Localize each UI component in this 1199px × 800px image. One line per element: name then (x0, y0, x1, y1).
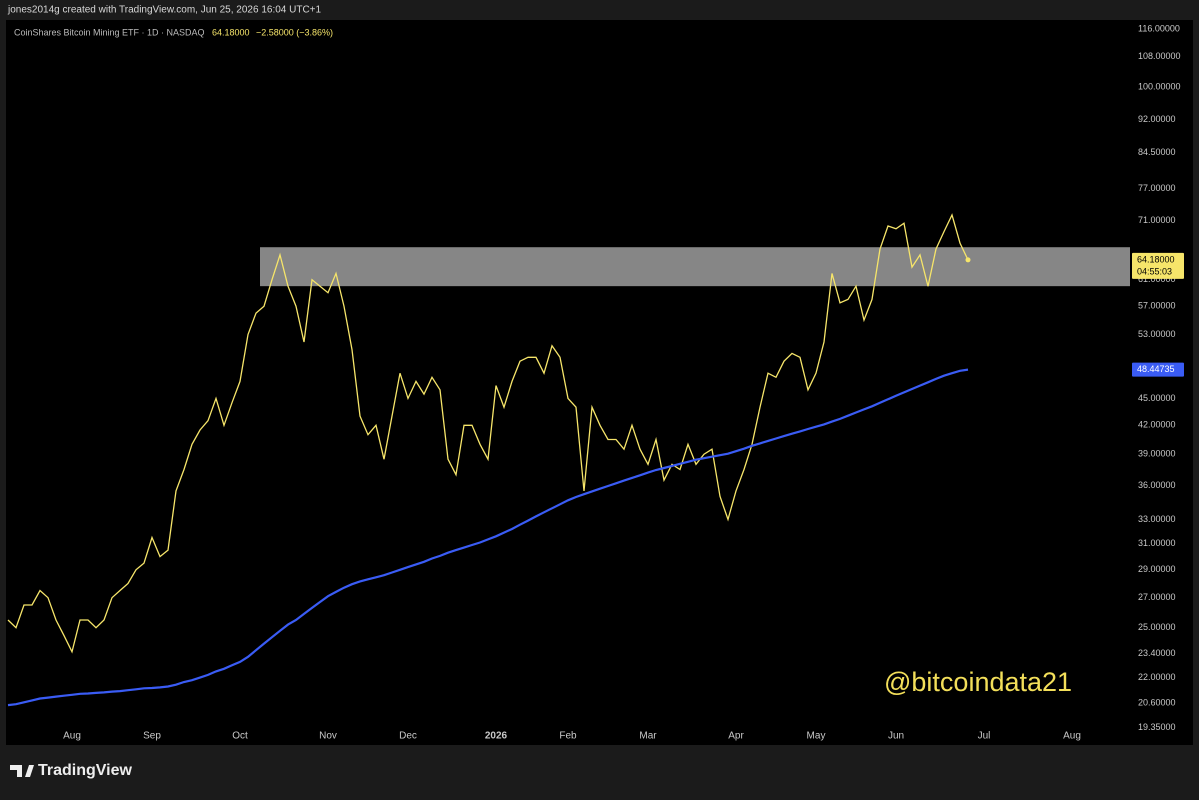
logo-icon (10, 765, 34, 777)
x-tick-label: Jun (888, 731, 904, 742)
x-tick-label: Mar (639, 731, 657, 742)
y-tick-label: 100.00000 (1138, 81, 1181, 91)
y-tick-label: 19.35000 (1138, 722, 1176, 732)
price-label-box (1132, 252, 1184, 279)
y-tick-label: 57.00000 (1138, 301, 1176, 311)
price-line (7, 368, 969, 707)
legend-change: −2.58000 (−3.86%) (256, 27, 333, 37)
price-label-box (1132, 362, 1184, 377)
y-tick-label: 20.60000 (1138, 698, 1176, 708)
legend-name: CoinShares Bitcoin Mining ETF · 1D · NAS… (14, 27, 205, 37)
y-tick-label: 25.00000 (1138, 622, 1176, 632)
y-tick-label: 29.00000 (1138, 564, 1176, 574)
y-tick-label: 53.00000 (1138, 329, 1176, 339)
y-tick-label: 42.00000 (1138, 420, 1176, 430)
x-tick-label: Sep (143, 731, 161, 742)
y-tick-label: 84.50000 (1138, 147, 1176, 157)
y-tick-label: 36.00000 (1138, 480, 1176, 490)
x-tick-label: 2026 (485, 731, 508, 742)
x-tick-label: Oct (232, 731, 248, 742)
legend-price: 64.18000 (212, 27, 250, 37)
y-tick-label: 23.40000 (1138, 648, 1176, 658)
y-tick-label: 33.00000 (1138, 514, 1176, 524)
countdown: 04:55:03 (1137, 266, 1172, 276)
price-label: 64.18000 (1137, 254, 1175, 264)
y-tick-label: 61.00000 (1138, 274, 1176, 284)
y-tick-label: 31.00000 (1138, 538, 1176, 548)
y-tick-label: 39.00000 (1138, 449, 1176, 459)
y-tick-label: 92.00000 (1138, 114, 1176, 124)
price-label: 48.44735 (1137, 364, 1175, 374)
y-tick-label: 116.00000 (1138, 23, 1180, 33)
x-tick-label: May (807, 731, 826, 742)
x-tick-label: Feb (559, 731, 577, 742)
brand: TradingView (38, 762, 133, 779)
y-tick-label: 45.00000 (1138, 393, 1176, 403)
last-point (965, 257, 971, 263)
x-tick-label: Dec (399, 731, 417, 742)
price-line (7, 213, 969, 654)
tradingview-logo: TradingView (10, 762, 133, 779)
y-tick-label: 77.00000 (1138, 183, 1176, 193)
x-tick-label: Jul (978, 731, 991, 742)
header: jones2014g created with TradingView.com,… (7, 5, 322, 16)
resistance-zone (260, 247, 1130, 287)
y-tick-label: 108.00000 (1138, 51, 1181, 61)
x-tick-label: Nov (319, 731, 337, 742)
y-tick-label: 27.00000 (1138, 592, 1176, 602)
x-tick-label: Aug (1063, 731, 1081, 742)
plot-background (6, 20, 1193, 745)
x-tick-label: Aug (63, 731, 81, 742)
watermark: @bitcoindata21 (884, 667, 1072, 697)
y-tick-label: 71.00000 (1138, 215, 1176, 225)
x-tick-label: Apr (728, 731, 744, 742)
y-tick-label: 22.00000 (1138, 672, 1176, 682)
